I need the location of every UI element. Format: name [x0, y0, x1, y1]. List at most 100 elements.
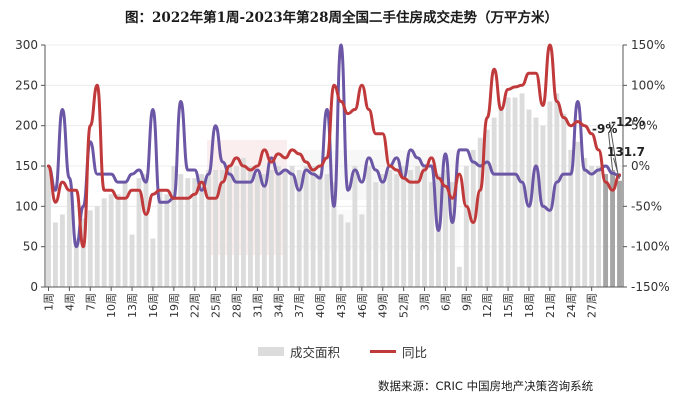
legend-label-area: 成交面积 — [290, 345, 341, 360]
bar — [129, 234, 135, 287]
chart-title: 图：2022年第1周-2023年第28周全国二手住房成交走势（万平方米） — [125, 10, 558, 26]
bar — [87, 210, 93, 287]
bar — [568, 149, 574, 287]
bar — [108, 194, 114, 287]
x-tick-label: 34周 — [272, 293, 285, 318]
bar — [303, 166, 309, 287]
bar — [575, 141, 581, 287]
bar — [254, 174, 260, 287]
y-tick-label-right: -50% — [631, 199, 662, 213]
bar — [241, 157, 246, 287]
bar — [213, 170, 219, 287]
bar — [561, 113, 567, 287]
bar — [519, 93, 525, 288]
y-tick-label-left: 0 — [30, 280, 38, 294]
bar — [220, 170, 226, 287]
line-series-yoy — [47, 43, 621, 249]
bar — [505, 97, 511, 287]
legend-swatch-bar — [258, 347, 284, 356]
bar — [275, 166, 281, 287]
x-tick-label: 4周 — [63, 293, 76, 311]
x-tick-label: 46周 — [356, 293, 369, 318]
bar — [331, 182, 337, 287]
x-tick-label: 3周 — [419, 293, 432, 311]
x-tick-label: 52周 — [398, 293, 411, 318]
x-tick-label: 13周 — [126, 293, 139, 318]
y-tick-label-right: 150% — [631, 38, 665, 52]
x-tick-label: 37周 — [293, 293, 306, 318]
bar — [366, 166, 372, 287]
legend-swatch-line — [370, 350, 397, 353]
bar — [484, 129, 490, 287]
bar — [463, 166, 469, 287]
bars-layer — [46, 93, 622, 288]
bar — [289, 166, 295, 287]
bar — [310, 166, 316, 287]
bar — [324, 174, 330, 287]
bar — [610, 170, 615, 287]
x-tick-label: 31周 — [251, 293, 264, 318]
bar — [101, 198, 107, 287]
bar — [164, 194, 170, 287]
bar — [401, 166, 407, 287]
bar — [192, 178, 198, 287]
legend-item-area: 成交面积 — [258, 342, 340, 361]
x-tick-label: 12周 — [481, 293, 494, 318]
bar — [122, 182, 128, 287]
bar — [380, 174, 386, 287]
annotations-layer: -12%-9% 131.7 — [592, 115, 645, 179]
bar — [206, 170, 212, 287]
lines-layer — [47, 43, 621, 249]
x-tick-label: 43周 — [335, 293, 348, 318]
x-tick-label: 6周 — [439, 293, 452, 311]
x-tick-label: 16周 — [147, 293, 160, 318]
bar — [596, 166, 602, 287]
bar — [526, 109, 532, 288]
line-series-yoy-2022 — [47, 43, 621, 249]
bar — [46, 166, 51, 287]
annotation-area-last: 131.7 — [607, 145, 645, 159]
legend-item-yoy: 同比 — [370, 342, 427, 361]
bar — [422, 166, 427, 287]
bar — [394, 174, 400, 287]
bar — [533, 117, 539, 287]
leader-line — [613, 157, 620, 179]
bar — [143, 174, 149, 287]
bar — [227, 166, 232, 287]
x-tick-label: 27周 — [586, 293, 599, 318]
bar — [66, 190, 72, 287]
source-note: 数据来源：CRIC 中国房地产决策咨询系统 — [378, 379, 594, 393]
bar — [261, 174, 267, 287]
leader-line — [609, 121, 619, 172]
bar — [150, 238, 156, 287]
x-tick-label: 7周 — [84, 293, 97, 311]
bar — [94, 206, 100, 287]
annotation-yoy-prev: -9% — [592, 122, 617, 136]
bar — [512, 97, 518, 287]
bar — [296, 170, 302, 287]
legend: 成交面积 同比 — [258, 342, 457, 361]
bar — [617, 180, 622, 287]
bar — [136, 178, 142, 287]
x-tick-label: 1周 — [42, 293, 55, 311]
bar — [53, 222, 58, 287]
y-tick-label-left: 50 — [23, 240, 38, 254]
x-tick-label: 25周 — [210, 293, 223, 318]
leader-line — [608, 132, 614, 171]
x-tick-label: 21周 — [544, 293, 557, 318]
bar — [171, 166, 177, 287]
y-tick-label-right: 100% — [631, 78, 665, 92]
x-tick-label: 18周 — [523, 293, 536, 318]
bar — [80, 218, 86, 287]
x-tick-label: 22周 — [189, 293, 202, 318]
bar — [408, 170, 414, 287]
legend-label-yoy: 同比 — [402, 345, 428, 360]
x-tick-label: 9周 — [460, 293, 473, 311]
y-tick-label-left: 300 — [15, 38, 38, 52]
bar — [589, 166, 595, 287]
y-tick-label-left: 150 — [15, 159, 38, 173]
bar — [338, 214, 344, 287]
bar — [477, 137, 483, 287]
bar — [603, 174, 609, 287]
